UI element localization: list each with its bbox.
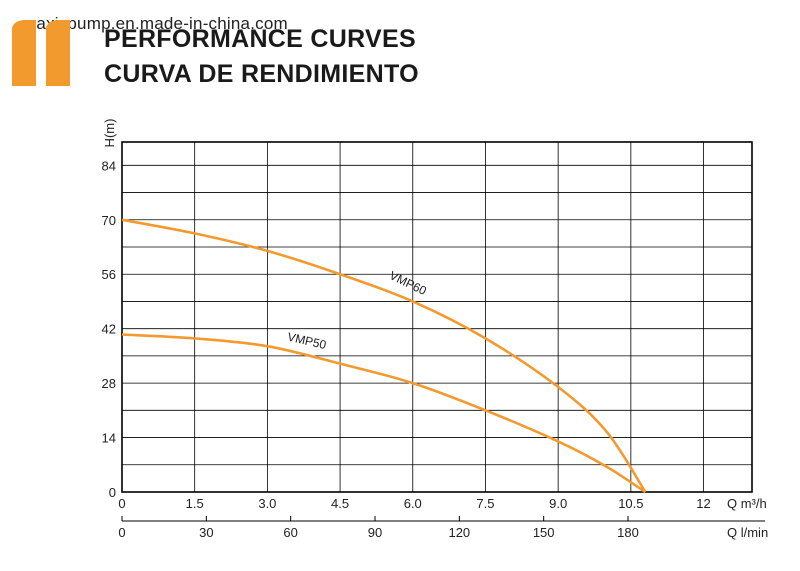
y-tick-label: 42 bbox=[102, 322, 116, 337]
x2-tick-label: 90 bbox=[368, 525, 382, 540]
y-tick-label: 56 bbox=[102, 267, 116, 282]
x-tick-label: 3.0 bbox=[258, 496, 276, 511]
x-axis-label: Q m³/h bbox=[727, 496, 767, 511]
x-tick-label: 1.5 bbox=[186, 496, 204, 511]
x2-axis-label: Q l/min bbox=[727, 525, 768, 540]
x2-tick-label: 30 bbox=[199, 525, 213, 540]
x-tick-label: 10.5 bbox=[618, 496, 643, 511]
x2-tick-label: 150 bbox=[533, 525, 555, 540]
y-tick-label: 84 bbox=[102, 158, 116, 173]
chart-title: PERFORMANCE CURVES bbox=[104, 25, 416, 53]
series-line-vmp60 bbox=[121, 218, 647, 493]
y-axis-label: H(m) bbox=[102, 119, 117, 148]
x-tick-label: 7.5 bbox=[476, 496, 494, 511]
y-tick-label: 70 bbox=[102, 213, 116, 228]
x2-tick-label: 0 bbox=[118, 525, 125, 540]
y-tick-label: 14 bbox=[102, 431, 116, 446]
series-line-vmp50 bbox=[121, 333, 647, 494]
x2-tick-label: 180 bbox=[617, 525, 639, 540]
x-tick-label: 9.0 bbox=[549, 496, 567, 511]
y-tick-label: 0 bbox=[109, 485, 116, 500]
x-tick-label: 12 bbox=[696, 496, 710, 511]
series-label-vmp50: VMP50 bbox=[286, 330, 328, 353]
x2-tick-label: 120 bbox=[448, 525, 470, 540]
watermark-text: maxispump.en.made-in-china.com bbox=[22, 14, 288, 33]
y-tick-label: 28 bbox=[102, 376, 116, 391]
plot-border bbox=[121, 141, 753, 493]
chart-subtitle: CURVA DE RENDIMIENTO bbox=[104, 60, 419, 88]
x-tick-label: 6.0 bbox=[404, 496, 422, 511]
x-tick-label: 0 bbox=[118, 496, 125, 511]
quote-mark-icon bbox=[12, 20, 70, 86]
x2-tick-label: 60 bbox=[283, 525, 297, 540]
x-tick-label: 4.5 bbox=[331, 496, 349, 511]
